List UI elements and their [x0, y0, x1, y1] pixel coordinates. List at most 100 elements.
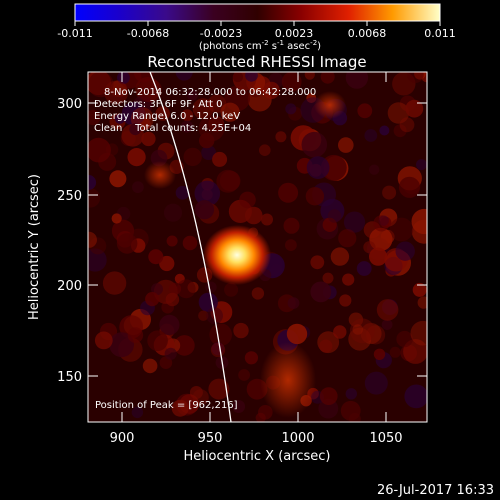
noise-blob [220, 102, 240, 122]
noise-blob [278, 182, 299, 203]
y-tick-label: 250 [57, 189, 82, 204]
rhessi-image [88, 72, 427, 422]
colorbar-unit-label: (photons cm-2 s-1 asec-2) [199, 39, 321, 52]
noise-blob [219, 170, 241, 192]
plot-frame [87, 71, 428, 423]
noise-blob [164, 347, 177, 360]
noise-blob [369, 164, 380, 175]
colorbar-tick-marks [74, 21, 441, 26]
noise-blob [104, 80, 129, 105]
noise-blob [132, 181, 144, 194]
noise-blob [183, 147, 202, 167]
colorbar-scale [74, 3, 441, 22]
noise-blob [262, 81, 280, 100]
noise-blob [283, 217, 300, 234]
noise-blob [127, 148, 146, 167]
noise-blob [151, 283, 163, 296]
noise-blob [239, 191, 256, 209]
noise-blob [281, 72, 302, 92]
noise-blob [88, 188, 101, 208]
noise-blob [376, 299, 399, 321]
noise-blob [159, 255, 175, 272]
noise-blob [338, 137, 354, 153]
detectors-text: Detectors: 3F 6F 9F, Att 0 [94, 99, 222, 110]
noise-blob [285, 103, 297, 115]
colorbar-tick-label: -0.011 [57, 27, 92, 40]
peak-position-text: Position of Peak = [962,216] [95, 400, 238, 411]
noise-blob [245, 72, 258, 82]
y-tick-label: 300 [57, 97, 82, 112]
noise-blob [306, 93, 317, 103]
x-tick-label: 1050 [369, 431, 402, 446]
noise-blob [342, 273, 355, 286]
noise-blob [416, 159, 427, 171]
noise-blob [192, 389, 209, 406]
noise-blob [348, 327, 372, 351]
noise-blob [127, 327, 144, 343]
clean-counts-text: Clean Total counts: 4.25E+04 [94, 123, 251, 134]
warm-region [260, 342, 316, 418]
x-tick-label: 900 [110, 431, 135, 446]
noise-blob [379, 125, 390, 136]
noise-blob [322, 272, 334, 284]
noise-blob [395, 241, 415, 261]
noise-blob [387, 102, 410, 124]
noise-blob [111, 213, 122, 224]
noise-blob [147, 330, 168, 352]
warm-region [144, 161, 176, 189]
noise-blob [198, 115, 225, 142]
noise-blob [275, 131, 287, 143]
noise-blob [352, 324, 364, 335]
noise-blob [366, 325, 386, 345]
colorbar-tick-label: 0.011 [424, 27, 456, 40]
colorbar-tick-label: 0.0068 [348, 27, 387, 40]
noise-blob [201, 145, 217, 161]
noise-blob [333, 325, 347, 339]
noise-blob [198, 310, 209, 321]
colorbar: -0.011 -0.0068 -0.0023 0.0023 0.0068 0.0… [57, 3, 456, 52]
noise-blob [232, 72, 244, 83]
noise-blob [138, 78, 162, 103]
noise-blob [373, 215, 390, 232]
y-tick-label: 200 [57, 279, 82, 294]
time-range-text: 8-Nov-2014 06:32:28.000 to 06:42:28.000 [104, 87, 316, 98]
noise-blob [194, 200, 215, 220]
noise-blob [174, 335, 195, 356]
noise-blob [330, 247, 350, 266]
noise-blob [396, 330, 413, 348]
noise-blob [319, 339, 333, 353]
noise-blob [393, 124, 407, 138]
x-tick-label: 950 [198, 431, 223, 446]
noise-blob [399, 117, 415, 133]
noise-blob [389, 346, 401, 358]
noise-blob [168, 282, 182, 295]
plot-title: Reconstructed RHESSI Image [147, 53, 366, 71]
noise-blob [319, 387, 338, 405]
noise-blob [88, 109, 101, 126]
noise-blob [285, 239, 297, 252]
noise-blob [171, 399, 189, 417]
noise-blob [94, 331, 113, 350]
noise-blob [159, 314, 180, 335]
noise-blob [141, 131, 156, 147]
noise-blob [180, 120, 194, 133]
noise-blob [166, 235, 178, 247]
noise-pattern [88, 72, 427, 422]
noise-blob [117, 72, 130, 84]
noise-blob [210, 342, 226, 358]
noise-blob [182, 235, 198, 251]
noise-blob [181, 109, 194, 122]
x-tick-label: 1000 [281, 431, 314, 446]
footer-timestamp: 26-Jul-2017 16:33 [377, 483, 494, 498]
noise-blob [417, 296, 427, 309]
y-axis-label: Heliocentric Y (arcsec) [27, 174, 42, 320]
axis-ticks [88, 72, 427, 422]
noise-blob [261, 213, 273, 226]
noise-blob [88, 231, 97, 248]
noise-blob [356, 261, 372, 276]
noise-blob [109, 170, 127, 188]
noise-blob [305, 187, 325, 206]
noise-blob [301, 131, 328, 158]
noise-blob [244, 351, 258, 365]
noise-blob [382, 185, 397, 200]
